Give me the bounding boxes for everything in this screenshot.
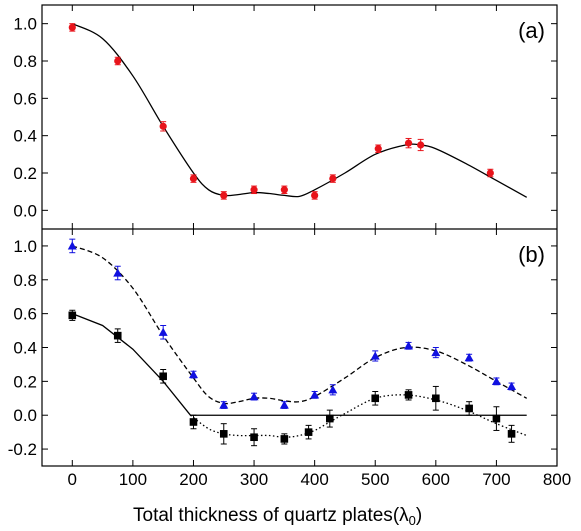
data-point-triangle: [249, 392, 259, 401]
x-tick-label: 600: [422, 470, 450, 489]
data-point-square: [113, 331, 122, 340]
data-point-square: [219, 430, 228, 438]
data-point-square: [280, 435, 289, 443]
data-point-triangle: [370, 351, 380, 360]
y-tick-label-a: 0.4: [13, 127, 37, 146]
y-tick-label-a: 0.6: [13, 89, 37, 108]
x-tick-label: 200: [179, 470, 207, 489]
plot-frame: [41, 4, 558, 467]
x-tick-label: 700: [482, 470, 510, 489]
data-point-circle: [159, 122, 167, 130]
data-point-square: [371, 394, 380, 403]
x-tick-label: 500: [361, 470, 389, 489]
data-point-circle: [280, 186, 288, 194]
y-tick-label-b: 1.0: [13, 237, 37, 256]
data-point-triangle: [158, 327, 168, 336]
x-axis-title: Total thickness of quartz plates(λ0): [133, 505, 422, 528]
data-point-triangle: [464, 353, 474, 362]
y-tick-label-b: 0.8: [13, 271, 37, 290]
data-point-square: [189, 418, 198, 426]
x-tick-label: 300: [240, 470, 268, 489]
data-point-triangle: [113, 268, 123, 277]
data-point-circle: [189, 175, 198, 183]
x-tick-label: 400: [300, 470, 328, 489]
data-point-circle: [486, 169, 494, 177]
x-tick-label: 800: [543, 470, 571, 489]
data-point-circle: [374, 145, 382, 153]
y-tick-label-b: 0.6: [13, 305, 37, 324]
y-tick-label-a: 1.0: [13, 15, 37, 34]
data-point-square: [404, 391, 413, 399]
data-point-circle: [68, 23, 76, 31]
y-tick-label-a: 0.0: [13, 201, 37, 220]
x-tick-label: 0: [68, 470, 77, 489]
data-point-circle: [250, 186, 258, 194]
data-point-circle: [404, 139, 413, 147]
data-point-square: [159, 372, 167, 381]
data-point-square: [68, 311, 77, 320]
y-tick-label-a: 0.8: [13, 52, 37, 71]
data-point-triangle: [491, 376, 501, 385]
y-tick-label-b: -0.2: [8, 440, 37, 459]
y-tick-label-b: 0.4: [13, 339, 37, 358]
x-tick-label: 100: [119, 470, 147, 489]
data-point-triangle: [404, 341, 414, 350]
panel-b: -0.2 0.0 0.2 0.4 0.6 0.8 1.0 (b): [8, 229, 558, 466]
y-tick-label-b: 0.2: [13, 372, 37, 391]
data-point-triangle: [219, 400, 229, 409]
panel-a: 0.0 0.2 0.4 0.6 0.8 1.0 (a): [13, 5, 558, 229]
fit-curve-solid-b: [72, 313, 527, 416]
data-point-square: [250, 433, 258, 442]
data-point-triangle: [67, 241, 77, 250]
data-point-triangle: [188, 370, 198, 379]
data-point-square: [465, 404, 473, 413]
data-point-circle: [220, 191, 228, 199]
data-point-square: [304, 428, 313, 436]
panel-label-a: (a): [518, 18, 545, 43]
data-point-triangle: [310, 390, 320, 399]
data-point-circle: [417, 141, 425, 149]
x-axis-title-subscript: 0: [409, 513, 416, 528]
x-axis-title-main: Total thickness of quartz plates: [133, 505, 393, 526]
y-tick-label-a: 0.2: [13, 164, 37, 183]
data-point-square: [507, 430, 516, 438]
data-point-triangle: [507, 381, 517, 391]
fit-curve-dashed-b: [72, 245, 528, 405]
x-axis: 0 100 200 300 400 500 600 700 800: [68, 470, 572, 489]
data-point-triangle: [279, 400, 289, 409]
panel-label-b: (b): [518, 242, 545, 267]
data-point-circle: [311, 191, 319, 199]
data-point-triangle: [431, 348, 441, 357]
data-point-square: [325, 414, 334, 423]
x-axis-title-lambda: λ: [399, 505, 409, 526]
data-point-square: [432, 394, 440, 403]
y-tick-label-b: 0.0: [13, 406, 37, 425]
data-point-circle: [114, 57, 122, 65]
data-point-circle: [329, 175, 337, 183]
fit-curve-solid-a: [72, 23, 528, 198]
data-point-triangle: [328, 385, 338, 394]
data-point-square: [492, 414, 501, 423]
